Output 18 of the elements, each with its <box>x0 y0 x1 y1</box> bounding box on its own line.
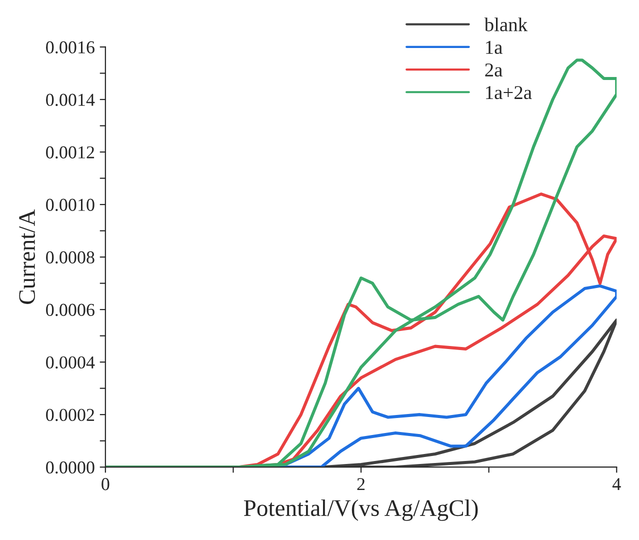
y-tick-label: 0.0014 <box>46 94 95 106</box>
legend-label: blank <box>484 18 528 32</box>
y-tick-label: 0.0002 <box>46 408 94 422</box>
x-tick-label: 2 <box>357 478 365 490</box>
legend-label: 2a <box>485 63 502 77</box>
x-axis-title: Potential/V(vs Ag/AgCl) <box>244 499 478 521</box>
y-tick-label: 0.0004 <box>46 356 95 369</box>
y-tick-label: 0.0000 <box>46 461 94 474</box>
y-tick-label: 0.0006 <box>46 304 94 316</box>
y-tick-label: 0.0012 <box>46 146 94 159</box>
x-tick-label: 4 <box>612 478 621 490</box>
legend-label: 1a+2a <box>486 86 532 100</box>
y-tick-label: 0.0008 <box>46 251 94 264</box>
y-tick-label: 0.0016 <box>46 41 94 54</box>
y-axis-title: Current/A <box>19 209 36 304</box>
legend-label: 1a <box>486 40 502 54</box>
x-tick-label: 0 <box>102 478 110 490</box>
y-tick-label: 0.0010 <box>46 198 94 212</box>
